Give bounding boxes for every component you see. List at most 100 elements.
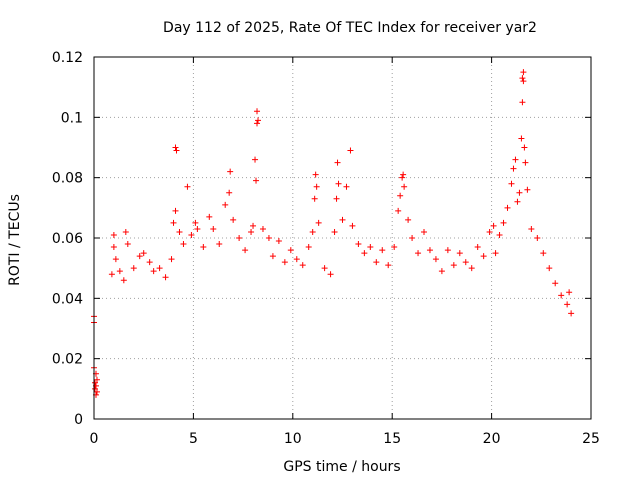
- data-point: [510, 165, 517, 172]
- data-point: [438, 268, 445, 275]
- y-tick-label: 0.06: [52, 231, 83, 247]
- data-point: [313, 183, 320, 190]
- data-point: [222, 201, 229, 208]
- scatter-series: [91, 69, 575, 398]
- data-point: [546, 265, 553, 272]
- data-point: [173, 147, 180, 154]
- y-axis-label: ROTI / TECUs: [7, 194, 23, 286]
- data-point: [150, 268, 157, 275]
- grid: [94, 57, 591, 419]
- x-axis-label: GPS time / hours: [283, 459, 400, 475]
- data-point: [552, 280, 559, 287]
- data-point: [331, 228, 338, 235]
- data-point: [227, 168, 234, 175]
- data-point: [216, 241, 223, 248]
- data-point: [309, 228, 316, 235]
- data-point: [242, 247, 249, 254]
- data-point: [522, 159, 529, 166]
- data-point: [172, 144, 179, 151]
- data-point: [136, 253, 143, 260]
- data-point: [400, 171, 407, 178]
- data-point: [293, 256, 300, 263]
- data-point: [379, 247, 386, 254]
- data-point: [230, 216, 237, 223]
- data-point: [335, 180, 342, 187]
- y-tick-label: 0.02: [52, 352, 83, 368]
- y-tick-label: 0: [74, 412, 83, 428]
- data-point: [504, 204, 511, 211]
- data-point: [172, 207, 179, 214]
- data-point: [130, 265, 137, 272]
- data-point: [124, 241, 131, 248]
- data-point: [254, 108, 261, 115]
- data-point: [521, 144, 528, 151]
- data-point: [91, 379, 98, 386]
- x-tick-label: 10: [284, 431, 302, 447]
- data-point: [200, 244, 207, 251]
- data-point: [520, 78, 527, 85]
- data-point: [347, 147, 354, 154]
- data-point: [91, 385, 98, 392]
- data-point: [299, 262, 306, 269]
- data-point: [490, 222, 497, 229]
- data-point: [492, 250, 499, 257]
- data-point: [321, 265, 328, 272]
- data-point: [516, 189, 523, 196]
- data-point: [373, 259, 380, 266]
- data-point: [287, 247, 294, 254]
- data-point: [110, 231, 117, 238]
- data-point: [252, 156, 259, 163]
- data-point: [226, 189, 233, 196]
- data-point: [194, 225, 201, 232]
- data-point: [558, 292, 565, 299]
- data-point: [327, 271, 334, 278]
- data-point: [176, 228, 183, 235]
- y-tick-label: 0.04: [52, 291, 83, 307]
- data-point: [110, 244, 117, 251]
- x-tick-label: 5: [189, 431, 198, 447]
- data-point: [361, 250, 368, 257]
- data-point: [116, 268, 123, 275]
- data-point: [540, 250, 547, 257]
- data-point: [170, 219, 177, 226]
- data-point: [281, 259, 288, 266]
- data-point: [253, 177, 260, 184]
- data-point: [255, 117, 262, 124]
- data-point: [112, 256, 119, 263]
- data-point: [334, 159, 341, 166]
- x-tick-label: 0: [90, 431, 99, 447]
- data-point: [450, 262, 457, 269]
- data-point: [456, 250, 463, 257]
- data-point: [468, 265, 475, 272]
- data-point: [367, 244, 374, 251]
- data-point: [269, 253, 276, 260]
- data-point: [93, 388, 100, 395]
- data-point: [520, 69, 527, 76]
- data-point: [355, 241, 362, 248]
- x-tick-label: 25: [582, 431, 600, 447]
- data-point: [399, 174, 406, 181]
- data-point: [518, 135, 525, 142]
- data-point: [512, 156, 519, 163]
- data-point: [265, 235, 272, 241]
- data-point: [275, 238, 282, 245]
- data-point: [259, 225, 266, 232]
- data-point: [421, 228, 428, 235]
- data-point: [474, 244, 481, 251]
- data-point: [519, 75, 526, 82]
- data-point: [524, 186, 531, 193]
- data-point: [343, 183, 350, 190]
- data-point: [395, 207, 402, 214]
- data-point: [349, 222, 356, 229]
- data-point: [93, 376, 100, 383]
- data-point: [480, 253, 487, 260]
- data-point: [305, 244, 312, 251]
- data-point: [210, 225, 217, 232]
- data-point: [248, 228, 255, 235]
- data-point: [311, 195, 318, 202]
- data-point: [401, 183, 408, 190]
- chart-title: Day 112 of 2025, Rate Of TEC Index for r…: [163, 20, 537, 36]
- data-point: [250, 222, 257, 229]
- data-point: [236, 235, 243, 241]
